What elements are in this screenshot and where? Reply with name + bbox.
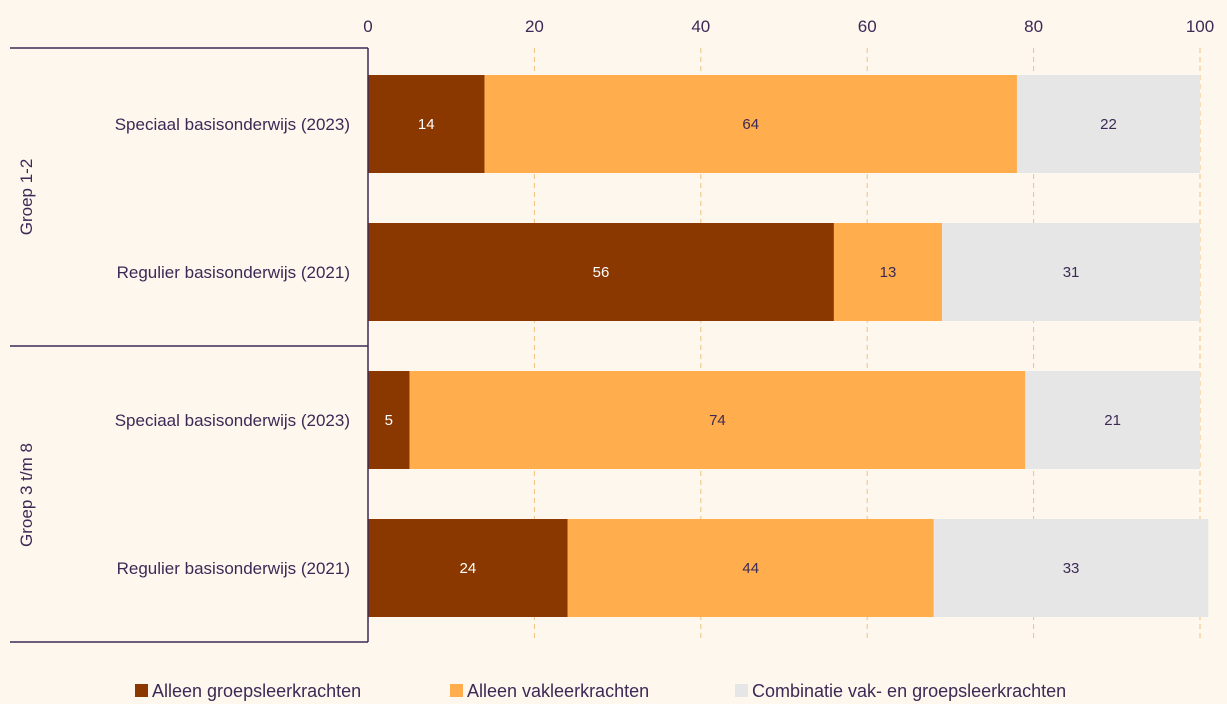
data-label: 14: [418, 116, 435, 133]
bar-segment: [567, 519, 934, 617]
bar-segment: [368, 223, 834, 321]
bar-segment: [368, 75, 485, 173]
bar-segment: [1025, 371, 1200, 469]
group-label: Groep 1-2: [17, 159, 36, 236]
x-tick-label: 100: [1186, 17, 1214, 36]
data-label: 44: [742, 560, 759, 577]
data-label: 31: [1063, 264, 1080, 281]
bar-segment: [1016, 75, 1200, 173]
category-label: Regulier basisonderwijs (2021): [117, 263, 350, 282]
data-label: 64: [742, 116, 759, 133]
bar-segment: [368, 519, 568, 617]
bar-segment: [933, 519, 1209, 617]
bar-segment: [368, 371, 410, 469]
data-label: 13: [880, 264, 897, 281]
x-tick-label: 80: [1024, 17, 1043, 36]
data-label: 22: [1100, 116, 1117, 133]
data-label: 33: [1063, 560, 1080, 577]
data-label: 74: [709, 412, 726, 429]
category-label: Speciaal basisonderwijs (2023): [115, 115, 350, 134]
bar-segment: [942, 223, 1200, 321]
bar-segment: [833, 223, 943, 321]
legend-label: Combinatie vak- en groepsleerkrachten: [752, 681, 1066, 701]
legend-swatch: [450, 684, 463, 697]
group-label: Groep 3 t/m 8: [17, 443, 36, 547]
x-tick-label: 60: [858, 17, 877, 36]
data-label: 5: [385, 412, 393, 429]
data-label: 21: [1104, 412, 1121, 429]
legend-label: Alleen groepsleerkrachten: [152, 681, 361, 701]
legend-swatch: [135, 684, 148, 697]
legend-label: Alleen vakleerkrachten: [467, 681, 649, 701]
data-label: 24: [459, 560, 476, 577]
data-label: 56: [593, 264, 610, 281]
x-tick-label: 0: [363, 17, 372, 36]
bar-segment: [409, 371, 1026, 469]
category-label: Speciaal basisonderwijs (2023): [115, 411, 350, 430]
legend-swatch: [735, 684, 748, 697]
category-label: Regulier basisonderwijs (2021): [117, 559, 350, 578]
bar-segment: [484, 75, 1017, 173]
x-tick-label: 40: [691, 17, 710, 36]
x-tick-label: 20: [525, 17, 544, 36]
